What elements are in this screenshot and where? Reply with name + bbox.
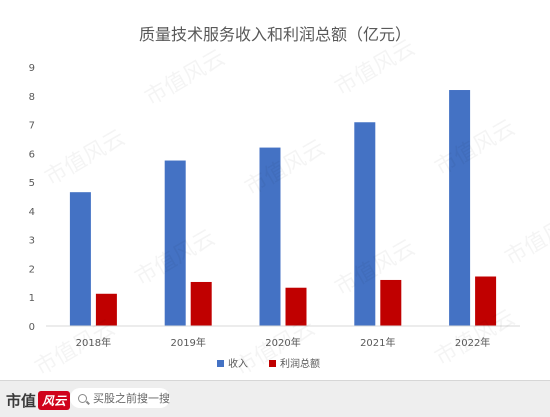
- brand-logo[interactable]: 市值 风云: [6, 390, 71, 411]
- search-placeholder: 买股之前搜一搜: [93, 392, 170, 405]
- y-tick-label: 6: [29, 149, 35, 160]
- legend-label: 收入: [228, 357, 248, 370]
- bar-profit: [475, 276, 497, 326]
- bar-profit: [380, 279, 402, 326]
- legend-label: 利润总额: [280, 357, 320, 370]
- bar-revenue: [354, 122, 376, 327]
- bar-revenue: [259, 147, 281, 326]
- legend-swatch: [269, 360, 276, 367]
- search-icon: [78, 393, 87, 403]
- y-tick-label: 4: [29, 207, 35, 218]
- y-tick-label: 1: [29, 293, 35, 304]
- x-tick-label: 2021年: [360, 336, 395, 349]
- chart-title: 质量技术服务收入和利润总额（亿元）: [139, 25, 411, 44]
- y-tick-label: 2: [29, 264, 35, 275]
- x-tick-label: 2020年: [265, 336, 300, 349]
- footer-bar: 市值 风云 买股之前搜一搜: [0, 380, 550, 417]
- bars-group: [69, 90, 497, 327]
- brand-badge: 风云: [38, 391, 71, 410]
- bar-profit: [190, 281, 212, 326]
- legend-swatch: [217, 360, 224, 367]
- brand-text: 市值: [6, 392, 37, 410]
- search-input[interactable]: 买股之前搜一搜: [70, 388, 170, 408]
- y-axis: 0 1 2 3 4 5 6 7 8 9: [29, 63, 35, 333]
- legend: 收入 利润总额: [217, 357, 320, 370]
- y-tick-label: 5: [29, 178, 35, 189]
- bar-profit: [285, 287, 307, 326]
- bar-profit: [95, 293, 117, 326]
- x-tick-label: 2018年: [76, 336, 111, 349]
- x-tick-label: 2022年: [455, 336, 490, 349]
- bar-revenue: [164, 160, 186, 326]
- y-tick-label: 9: [29, 63, 35, 74]
- bar-revenue: [69, 192, 91, 326]
- x-axis: 2018年 2019年 2020年 2021年 2022年: [46, 325, 520, 349]
- bar-revenue: [449, 90, 471, 327]
- y-tick-label: 8: [29, 92, 35, 103]
- y-tick-label: 0: [29, 322, 35, 333]
- y-tick-label: 3: [29, 236, 35, 247]
- y-tick-label: 7: [29, 121, 35, 132]
- x-tick-label: 2019年: [170, 336, 205, 349]
